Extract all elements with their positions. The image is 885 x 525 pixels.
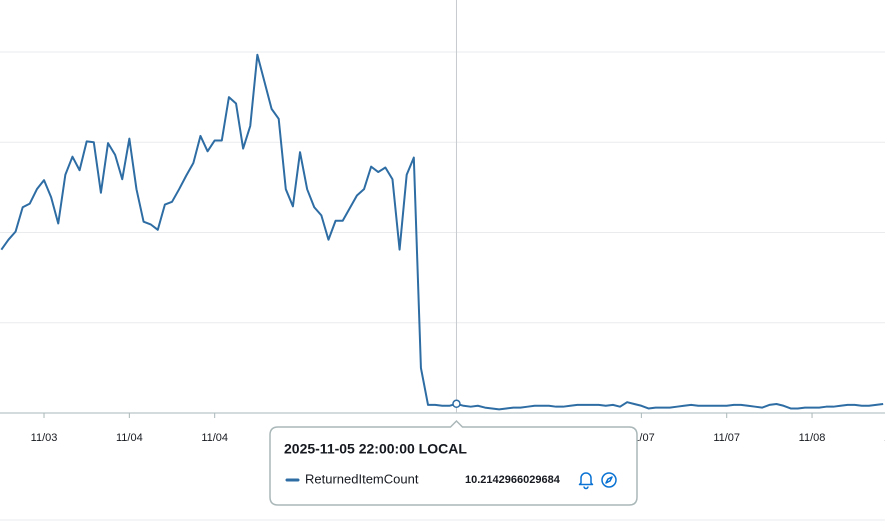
tooltip-box <box>269 419 638 506</box>
explore-icon[interactable] <box>601 472 617 488</box>
tooltip-title: 2025-11-05 22:00:00 LOCAL <box>284 441 467 457</box>
tooltip-value: 10.2142966029684 <box>465 474 561 486</box>
x-tick-label: 11/07 <box>713 432 740 444</box>
x-tick-label: 11/04 <box>201 432 228 444</box>
tooltip: 2025-11-05 22:00:00 LOCAL ReturnedItemCo… <box>269 419 638 506</box>
legend-label: ReturnedItemCount <box>305 471 419 486</box>
plot-area <box>0 0 884 413</box>
x-tick-label: 11/03 <box>31 432 58 444</box>
hover-point <box>452 399 461 409</box>
grid <box>0 51 885 414</box>
alarm-icon[interactable] <box>578 472 594 490</box>
x-tick-label: 11/04 <box>116 432 143 444</box>
data-line <box>0 53 884 411</box>
x-tick-label: 11/08 <box>799 432 826 444</box>
